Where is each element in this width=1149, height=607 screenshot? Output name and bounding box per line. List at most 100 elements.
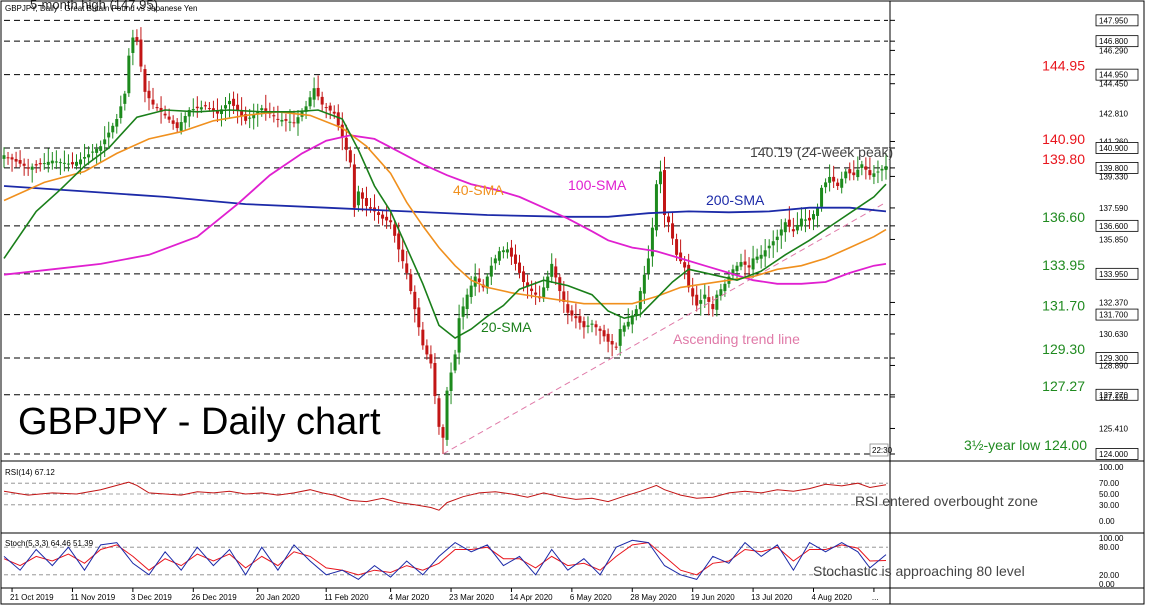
candle-body (683, 262, 687, 268)
candle-body (409, 274, 413, 292)
chart-title: GBPJPY - Daily chart (18, 401, 381, 443)
y-tick-label: 132.370 (1099, 298, 1128, 307)
candle-body (328, 105, 332, 111)
candle-body (799, 218, 803, 227)
candle-body (836, 182, 840, 187)
x-tick-label: 26 Dec 2019 (191, 593, 237, 602)
candle-body (662, 170, 666, 215)
rsi-annotation: RSI entered overbought zone (855, 493, 1038, 509)
candle-body (679, 252, 683, 262)
x-tick-label: 4 Mar 2020 (389, 593, 430, 602)
candle-body (747, 265, 751, 268)
candle-body (860, 164, 864, 168)
stoch-k-line (3, 539, 887, 581)
stoch-tick-label: 20.00 (1099, 571, 1120, 580)
candle-body (219, 109, 223, 115)
candle-body (767, 245, 771, 249)
candle-body (675, 239, 679, 255)
candle-body (864, 166, 868, 170)
candle-body (332, 111, 336, 114)
candle-body (248, 117, 252, 119)
candle-body (771, 241, 775, 246)
stoch-d-line (3, 542, 887, 576)
candle-body (389, 220, 393, 223)
candle-body (812, 214, 816, 220)
candle-body (308, 97, 312, 107)
x-tick-label: 23 Mar 2020 (449, 593, 494, 602)
candle-body (292, 122, 296, 124)
candle-body (803, 219, 807, 221)
x-tick-label: 13 Jul 2020 (751, 593, 793, 602)
sma20-line (3, 109, 887, 340)
y-tick-label: 124.000 (1099, 450, 1128, 459)
candle-body (695, 294, 699, 306)
x-tick-label: ... (872, 593, 879, 602)
level-label: 139.80 (1042, 151, 1085, 167)
y-tick-label: 125.410 (1099, 424, 1128, 433)
candle-body (667, 216, 671, 223)
candle-body (630, 315, 634, 325)
candle-body (574, 316, 578, 319)
y-tick-label: 133.950 (1099, 270, 1128, 279)
candle-body (550, 263, 554, 277)
candle-body (304, 106, 308, 112)
candle-body (791, 229, 795, 232)
candle-body (590, 323, 594, 325)
candle-body (461, 306, 465, 317)
candle-body (119, 106, 123, 119)
y-tick-box (1095, 68, 1139, 81)
candle-body (175, 122, 179, 129)
candle-body (546, 276, 550, 288)
candle-body (437, 398, 441, 427)
level-label: 129.30 (1042, 341, 1085, 357)
sma100-label: 100-SMA (568, 177, 627, 193)
candle-body (356, 191, 360, 206)
y-tick-label: 144.450 (1099, 80, 1128, 89)
y-tick-box (1095, 14, 1139, 27)
y-tick-label: 141.260 (1099, 137, 1128, 146)
sma40-line (3, 110, 887, 305)
candle-body (163, 113, 167, 116)
candle-body (844, 171, 848, 179)
candle-body (723, 283, 727, 292)
candle-body (38, 163, 42, 165)
x-tick-label: 11 Nov 2019 (70, 593, 115, 602)
x-tick-label: 28 May 2020 (630, 593, 677, 602)
candle-body (244, 114, 248, 121)
candle-body (252, 114, 256, 119)
candle-body (763, 250, 767, 257)
candle-body (622, 325, 626, 332)
candle-body (147, 90, 151, 99)
candle-body (260, 108, 264, 111)
candle-body (381, 214, 385, 219)
candle-body (18, 160, 22, 164)
candle-body (288, 121, 292, 123)
candle-body (570, 310, 574, 316)
level-label: 136.60 (1042, 209, 1085, 225)
candle-body (824, 182, 828, 188)
ascending-trend-line (442, 201, 887, 455)
candle-body (405, 263, 409, 273)
candle-body (425, 345, 429, 355)
y-tick-label: 139.330 (1099, 172, 1128, 181)
candle-body (542, 287, 546, 299)
rsi-tick-label: 30.00 (1099, 501, 1120, 510)
candle-body (820, 187, 824, 207)
candle-body (755, 256, 759, 260)
y-tick-label: 127.270 (1099, 391, 1128, 400)
candle-body (743, 261, 747, 265)
candle-body (433, 362, 437, 397)
candle-body (187, 109, 191, 117)
candle-body (284, 119, 288, 121)
x-axis: 21 Oct 2019 11 Nov 2019 3 Dec 2019 26 Dec 2… (10, 588, 879, 602)
rsi-panel: 100.00 70.00 50.00 30.00 0.00 (3, 463, 1124, 526)
candle-body (493, 258, 497, 264)
candle-body (336, 112, 340, 126)
candle-body (215, 110, 219, 114)
x-tick-label: 19 Jun 2020 (691, 593, 736, 602)
candle-body (99, 146, 103, 151)
candle-body (876, 171, 880, 173)
candle-body (207, 108, 211, 110)
